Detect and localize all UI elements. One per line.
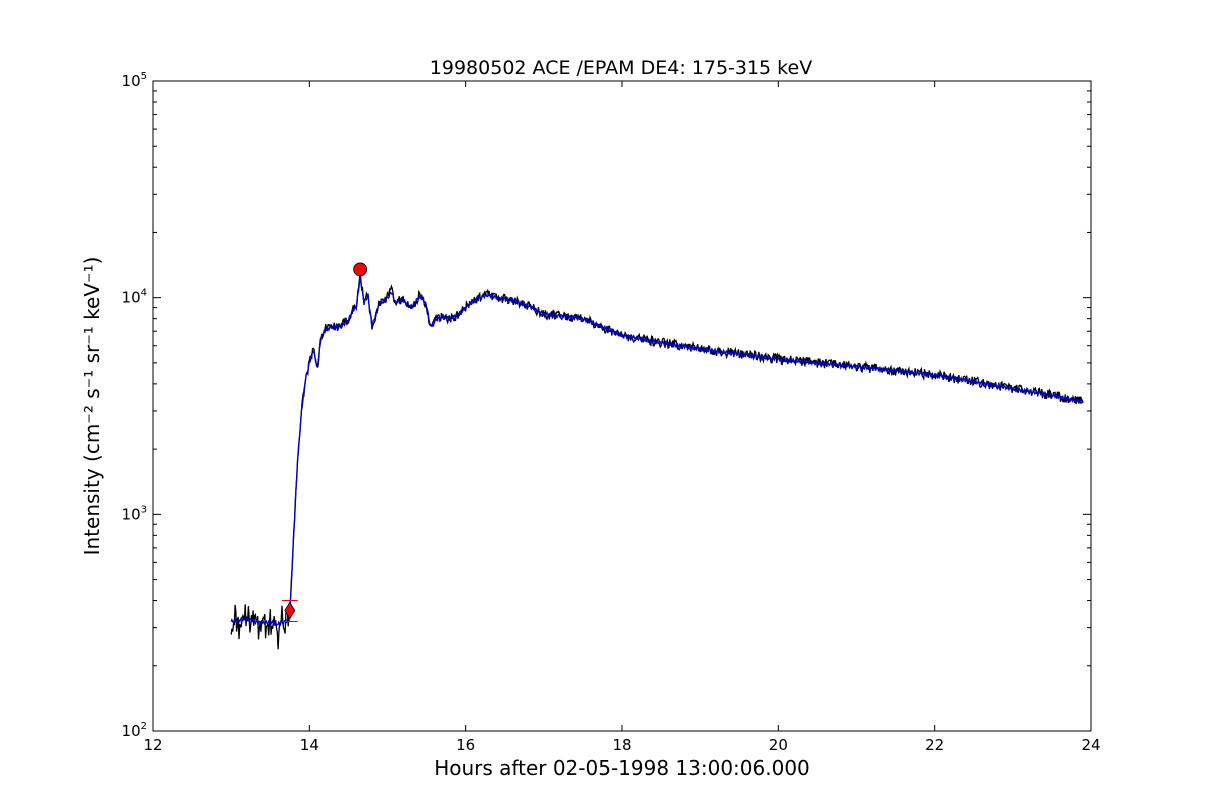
y-tick-label: 105 [122, 71, 147, 90]
x-axis-label: Hours after 02-05-1998 13:00:06.000 [434, 756, 810, 780]
onset-marker [284, 601, 296, 620]
y-tick-label: 103 [122, 504, 147, 523]
y-tick-label: 102 [122, 721, 147, 740]
y-tick-label: 104 [122, 288, 147, 307]
x-tick-label: 16 [456, 736, 475, 754]
peak-marker [353, 262, 368, 277]
x-tick-label: 12 [143, 736, 162, 754]
x-tick-label: 14 [300, 736, 319, 754]
x-tick-label: 18 [612, 736, 631, 754]
x-tick-label: 22 [925, 736, 944, 754]
plot-data [230, 262, 1084, 650]
plot-frame [152, 80, 1092, 732]
chart-title: 19980502 ACE /EPAM DE4: 175-315 keV [430, 57, 812, 79]
x-tick-label: 24 [1081, 736, 1100, 754]
x-tick-label: 20 [769, 736, 788, 754]
series-line [230, 275, 1084, 627]
y-axis-label: Intensity (cm⁻² s⁻¹ sr⁻¹ keV⁻¹) [80, 257, 104, 556]
